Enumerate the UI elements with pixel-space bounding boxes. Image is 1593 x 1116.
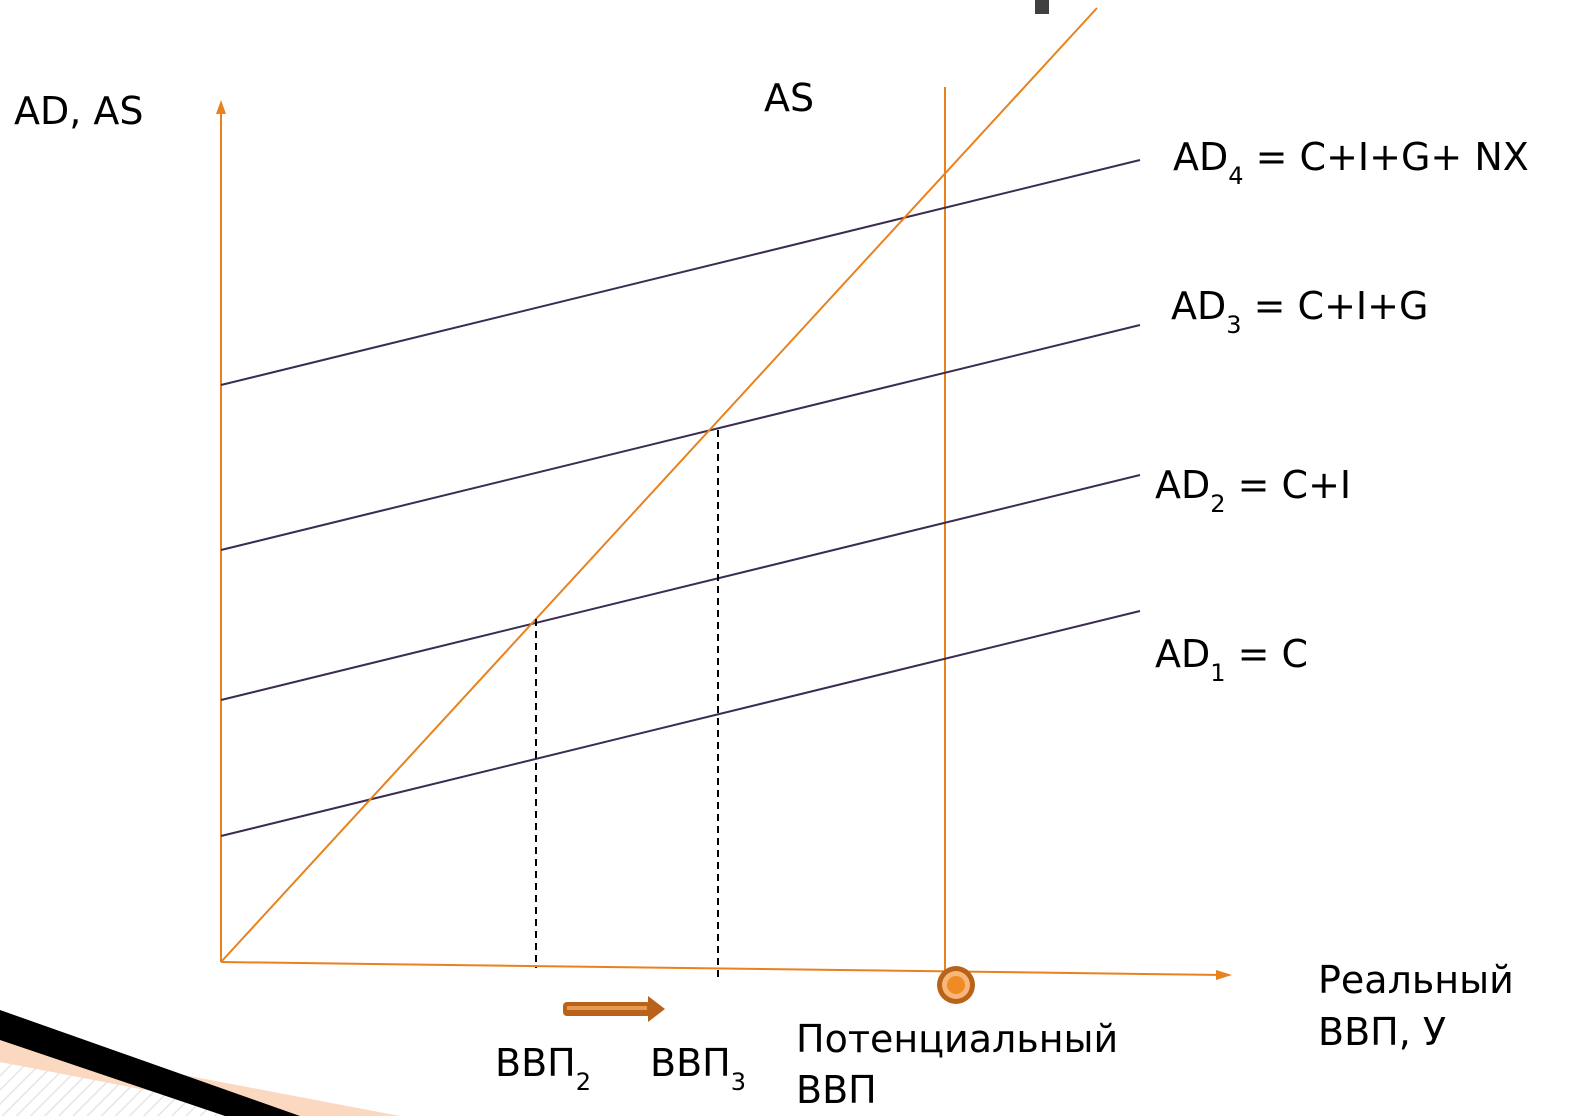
x-axis — [220, 961, 1232, 980]
top-edge-mark — [1035, 0, 1049, 14]
as-curve-label: AS — [764, 76, 815, 120]
x-axis-label-line2: ВВП, У — [1318, 1010, 1447, 1054]
ad2-line — [220, 474, 1141, 701]
gdp3-label: ВВП3 — [650, 1041, 746, 1096]
y-axis — [216, 100, 226, 962]
gdp2-label: ВВП2 — [495, 1041, 591, 1096]
y-axis-label: AD, AS — [14, 89, 144, 133]
ad2-label: AD2 = C+I — [1155, 463, 1352, 518]
corner-swoosh-decoration — [0, 1010, 400, 1116]
x-axis-label-line1: Реальный — [1318, 958, 1514, 1002]
ad4-label: AD4 = C+I+G+ NX — [1173, 135, 1529, 190]
ad1-label: AD1 = C — [1155, 632, 1309, 687]
as-line — [220, 7, 1098, 963]
ad3-label: AD3 = C+I+G — [1171, 284, 1429, 339]
potential-gdp-label-line1: Потенциальный — [796, 1017, 1119, 1061]
right-arrow-icon — [563, 996, 665, 1022]
ad4-line — [220, 159, 1141, 386]
potential-gdp-label-line2: ВВП — [796, 1068, 877, 1112]
ad1-line — [220, 610, 1141, 837]
ad3-line — [220, 324, 1141, 551]
circle-marker-icon — [937, 966, 975, 1004]
